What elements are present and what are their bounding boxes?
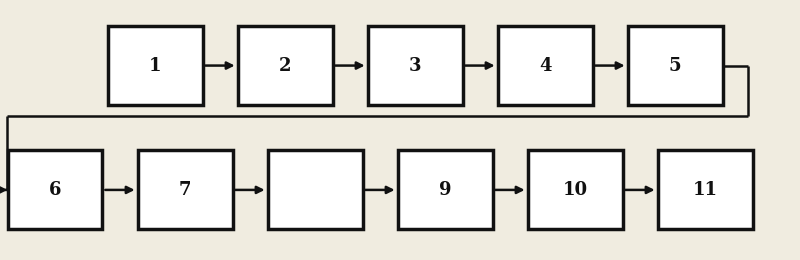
Text: 6: 6 (49, 181, 62, 199)
FancyBboxPatch shape (138, 150, 233, 230)
Text: 1: 1 (149, 57, 162, 75)
Text: 3: 3 (409, 57, 422, 75)
FancyBboxPatch shape (7, 150, 102, 230)
FancyBboxPatch shape (267, 150, 362, 230)
FancyBboxPatch shape (627, 26, 722, 105)
Text: 11: 11 (693, 181, 718, 199)
Text: 4: 4 (538, 57, 551, 75)
FancyBboxPatch shape (367, 26, 462, 105)
FancyBboxPatch shape (398, 150, 493, 230)
Text: 9: 9 (438, 181, 451, 199)
FancyBboxPatch shape (107, 26, 202, 105)
Text: 10: 10 (562, 181, 587, 199)
FancyBboxPatch shape (498, 26, 593, 105)
Text: 7: 7 (178, 181, 191, 199)
Text: 5: 5 (669, 57, 682, 75)
FancyBboxPatch shape (527, 150, 622, 230)
FancyBboxPatch shape (658, 150, 753, 230)
FancyBboxPatch shape (238, 26, 333, 105)
Text: 2: 2 (278, 57, 291, 75)
